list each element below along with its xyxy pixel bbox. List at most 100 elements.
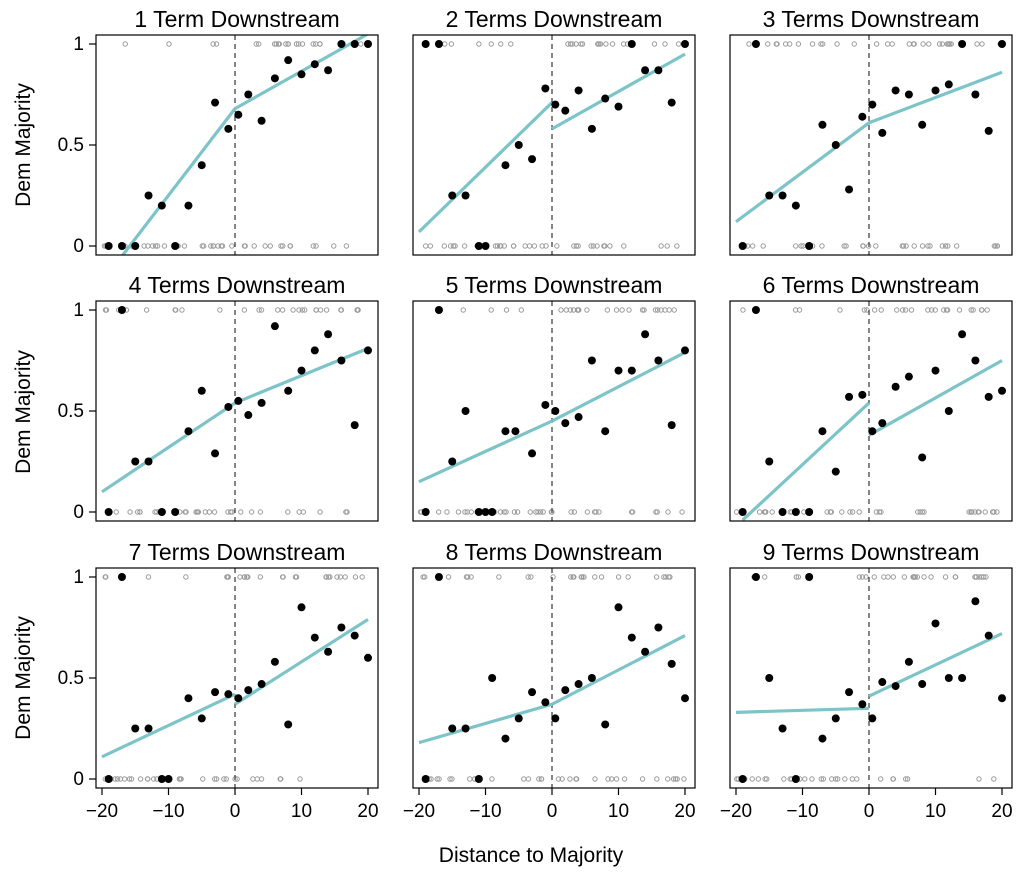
raw-point (460, 307, 467, 313)
binned-point (891, 382, 900, 391)
raw-point (873, 243, 879, 249)
binned-point (805, 508, 814, 516)
binned-point (551, 100, 560, 109)
fit-line-right (551, 52, 686, 131)
raw-point (837, 307, 843, 313)
raw-point (122, 41, 128, 47)
raw-point (257, 574, 264, 580)
raw-point (579, 41, 586, 47)
raw-point (652, 307, 659, 313)
raw-point (568, 509, 574, 515)
axis-titles: Distance to Majority Dem Majority Dem Ma… (12, 83, 624, 867)
raw-point (620, 41, 627, 47)
fit-line-left (418, 419, 553, 484)
binned-point (667, 421, 676, 430)
raw-point (225, 509, 231, 515)
y-tick-label: 1 (73, 34, 84, 55)
raw-point (343, 509, 349, 515)
raw-point (145, 574, 152, 580)
panel-title: 8 Terms Downstream (446, 539, 663, 565)
binned-point (958, 674, 967, 682)
raw-point (497, 509, 504, 515)
raw-point (746, 41, 752, 47)
binned-point (765, 674, 774, 682)
raw-point (594, 243, 600, 249)
raw-point (575, 243, 581, 249)
binned-point (284, 720, 293, 729)
binned-point (958, 330, 967, 339)
raw-point (915, 509, 921, 515)
raw-point (257, 509, 264, 515)
raw-point (476, 41, 482, 47)
raw-point (769, 509, 775, 515)
binned-point (541, 84, 550, 93)
raw-point (968, 307, 974, 313)
binned-point (461, 724, 470, 733)
raw-point (528, 574, 534, 580)
binned-point (984, 392, 993, 401)
fit-line-right (868, 70, 1003, 125)
panel-title: 7 Terms Downstream (129, 539, 346, 565)
plot-area (733, 301, 1006, 521)
raw-point (781, 776, 787, 782)
binned-point (845, 185, 854, 194)
fit-line-right (234, 346, 369, 405)
raw-point (966, 509, 972, 515)
raw-point (293, 574, 300, 580)
binned-point (324, 330, 333, 339)
raw-point (654, 509, 660, 515)
raw-point (621, 776, 628, 782)
raw-point (299, 307, 306, 313)
fit-line-right (868, 632, 1003, 698)
raw-point (991, 509, 997, 515)
raw-point (792, 307, 799, 313)
raw-point (679, 509, 685, 515)
x-tick-label: 0 (547, 801, 558, 822)
raw-point (860, 243, 866, 249)
raw-point (605, 776, 611, 782)
raw-point (166, 41, 172, 47)
x-tick-label: 20 (991, 801, 1012, 822)
raw-point (113, 509, 119, 515)
raw-point (662, 41, 668, 47)
raw-point (295, 41, 302, 47)
y-axis-title-row-2: Dem Majority (12, 350, 35, 474)
raw-point (954, 243, 960, 249)
raw-point (141, 243, 147, 249)
binned-point (244, 686, 253, 695)
raw-point (928, 574, 934, 580)
raw-point (310, 243, 316, 249)
raw-point (834, 776, 841, 782)
binned-point (501, 427, 510, 436)
raw-point (492, 243, 499, 249)
binned-point (350, 631, 359, 640)
raw-point (947, 41, 953, 47)
raw-point (763, 776, 770, 782)
raw-point (795, 41, 802, 47)
raw-point (422, 243, 429, 249)
raw-point (596, 509, 602, 515)
binned-point (931, 86, 940, 95)
raw-point (911, 243, 917, 249)
raw-point (510, 243, 517, 249)
binned-point (551, 714, 560, 723)
raw-point (619, 307, 625, 313)
raw-point (568, 574, 574, 580)
binned-point (574, 680, 583, 689)
x-tick-label: −10 (152, 801, 184, 822)
raw-point (224, 574, 230, 580)
panel-2: 2 Terms Downstream (412, 6, 696, 256)
raw-point (911, 574, 917, 580)
raw-point (134, 509, 141, 515)
raw-point (672, 776, 679, 782)
binned-point (574, 413, 583, 422)
raw-point (856, 509, 862, 515)
binned-point (234, 694, 243, 703)
binned-point (998, 40, 1006, 48)
binned-point (234, 396, 243, 405)
plot-area (418, 568, 689, 788)
binned-point (627, 40, 636, 48)
raw-point (277, 776, 283, 782)
panel-frame (95, 34, 379, 256)
binned-point (561, 686, 570, 695)
